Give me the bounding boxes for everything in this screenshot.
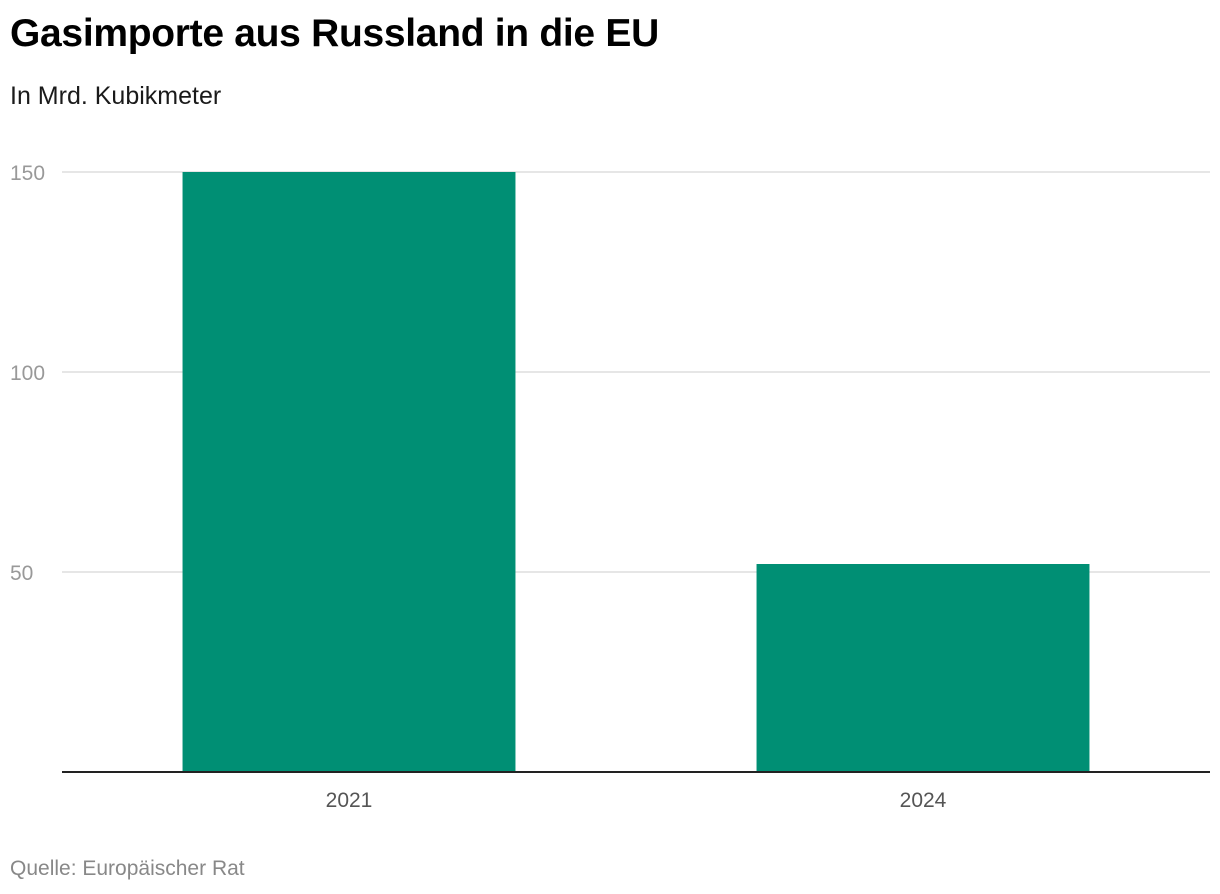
bars: [182, 172, 1090, 772]
x-category-label: 2021: [326, 789, 373, 812]
y-tick-label: 150: [10, 162, 45, 185]
source-note: Quelle: Europäischer Rat: [10, 857, 245, 880]
x-category-label: 2024: [900, 789, 947, 812]
chart-subtitle: In Mrd. Kubikmeter: [10, 82, 222, 110]
bar-2021: [182, 172, 516, 772]
axes: 50 100 150 2021 2024: [10, 162, 1210, 812]
y-tick-label: 50: [10, 562, 33, 585]
chart-title: Gasimporte aus Russland in die EU: [10, 12, 659, 55]
y-tick-label: 100: [10, 362, 45, 385]
bar-2024: [756, 564, 1090, 772]
